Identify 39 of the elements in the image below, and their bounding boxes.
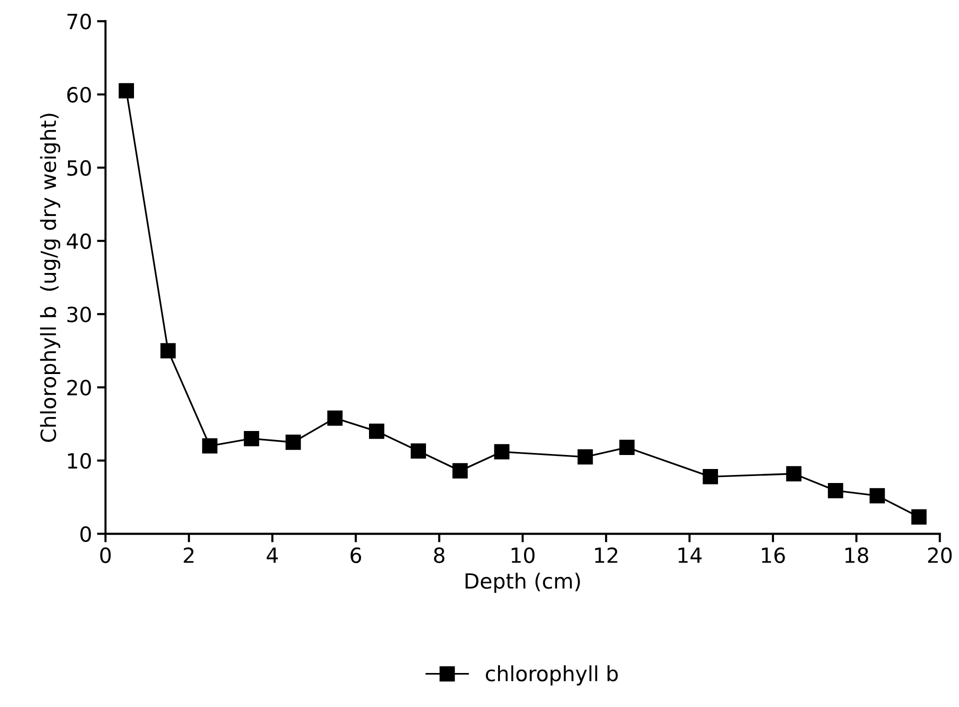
x-tick-label: 16	[762, 547, 785, 564]
x-tick-label: 14	[678, 548, 702, 563]
point	[619, 440, 635, 456]
y-tick-label: 30	[67, 306, 91, 322]
x-tick-label: 6	[350, 547, 362, 564]
point	[369, 424, 384, 439]
y-tick-label: 60	[67, 86, 91, 103]
y-tick-label: 0	[80, 526, 91, 542]
point	[786, 466, 802, 482]
x-tick-label: 18	[845, 547, 868, 564]
point	[828, 482, 844, 498]
point	[118, 83, 134, 98]
x-tick-label: 8	[434, 547, 444, 564]
x-tick-label: 0	[100, 547, 111, 564]
point	[702, 469, 718, 484]
point	[911, 509, 927, 525]
y-tick-label: 70	[67, 14, 91, 30]
point	[327, 410, 343, 426]
point	[202, 438, 218, 454]
x-axis-title: Depth (cm)	[466, 572, 580, 593]
point	[452, 463, 468, 478]
y-axis-title: Chlorophyll b (ug/g dry weight)	[40, 114, 60, 442]
point	[160, 343, 176, 358]
x-tick-label: 10	[512, 547, 535, 564]
point	[244, 430, 260, 446]
x-tick-label: 2	[184, 547, 194, 563]
point	[494, 444, 510, 460]
x-tick-label: 12	[595, 547, 618, 563]
x-tick-label: 20	[928, 547, 952, 564]
point	[286, 434, 301, 450]
point	[578, 449, 593, 465]
point	[410, 443, 426, 459]
y-tick-label: 10	[68, 453, 91, 469]
y-tick-label: 40	[66, 233, 91, 250]
y-tick-label: 20	[67, 380, 91, 396]
x-tick-label: 4	[266, 548, 278, 563]
y-tick-label: 50	[67, 160, 91, 176]
legend-label: chlorophyll b	[486, 665, 618, 686]
point	[870, 488, 885, 504]
